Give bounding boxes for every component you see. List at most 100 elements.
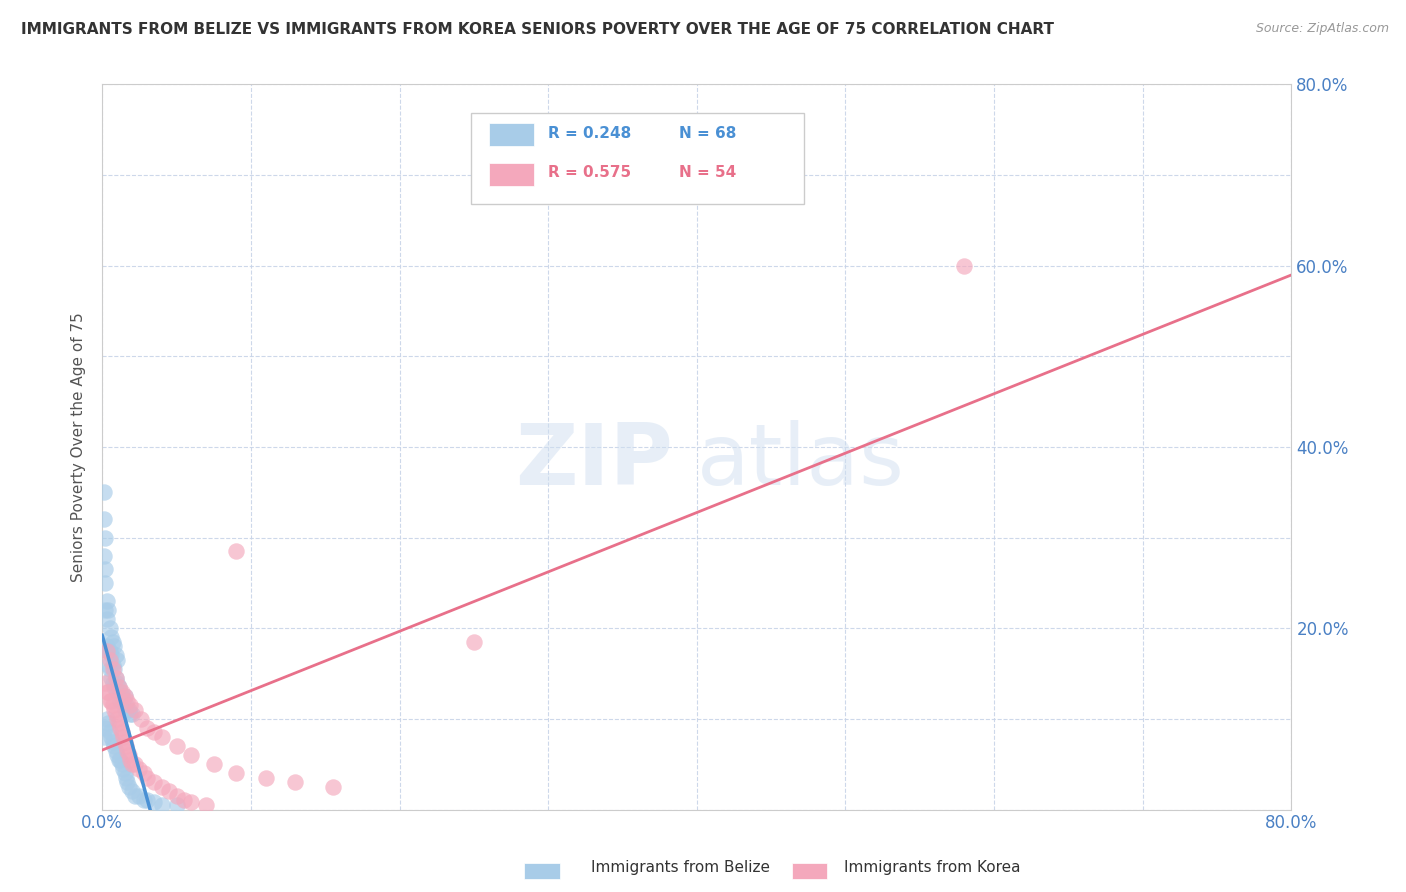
Point [143,795,166,809]
Point [93,549,115,563]
Point [105,712,128,726]
Point [254,771,277,785]
Point [98,653,121,667]
Point [105,684,128,698]
Point [104,744,127,758]
Point [94,603,117,617]
Point [97,684,120,698]
Point [114,734,136,748]
Point [114,703,136,717]
Point [94,675,117,690]
Point [104,648,127,663]
Point [100,630,122,644]
Point [96,712,118,726]
Point [96,612,118,626]
Point [98,725,121,739]
Point [108,694,131,708]
Point [93,512,115,526]
FancyBboxPatch shape [471,113,804,204]
Point [284,775,307,789]
Point [953,259,976,273]
Text: Source: ZipAtlas.com: Source: ZipAtlas.com [1256,22,1389,36]
Point [101,635,124,649]
Point [108,753,131,767]
Point [135,771,157,785]
Point [110,725,132,739]
Point [120,707,142,722]
Point [104,671,127,685]
Point [103,703,125,717]
Point [225,544,247,558]
Point [107,716,129,731]
Point [105,653,128,667]
Point [97,716,120,731]
Point [98,621,121,635]
Point [96,644,118,658]
Point [103,739,125,753]
Text: atlas: atlas [697,420,905,503]
Point [100,671,122,685]
Point [128,789,150,803]
Point [94,531,117,545]
Point [108,721,131,735]
Point [143,775,166,789]
Point [110,757,132,772]
Point [173,793,195,807]
Point [135,721,157,735]
Point [100,694,122,708]
Point [97,644,120,658]
Point [180,795,202,809]
Point [94,721,117,735]
Point [97,657,120,672]
FancyBboxPatch shape [489,162,534,186]
Text: R = 0.575: R = 0.575 [548,165,631,180]
Point [111,694,134,708]
Text: N = 54: N = 54 [679,165,737,180]
Point [101,675,124,690]
Point [104,671,127,685]
Point [114,690,136,704]
Point [124,757,146,772]
Y-axis label: Seniors Poverty Over the Age of 75: Seniors Poverty Over the Age of 75 [72,312,86,582]
Point [100,648,122,663]
Point [107,753,129,767]
Point [225,766,247,780]
Point [107,680,129,694]
Point [115,698,138,713]
Point [322,780,344,794]
Point [121,707,143,722]
Point [114,690,136,704]
Text: R = 0.248: R = 0.248 [548,126,631,141]
Point [111,762,134,776]
Point [120,753,142,767]
Point [117,775,139,789]
Point [93,730,115,744]
Text: N = 68: N = 68 [679,126,737,141]
Point [117,703,139,717]
Point [463,635,485,649]
Point [96,594,118,608]
Point [105,748,128,763]
Text: Immigrants from Korea: Immigrants from Korea [844,861,1021,875]
Point [150,730,173,744]
Point [110,684,132,698]
Point [94,562,117,576]
Point [166,789,188,803]
Point [166,739,188,753]
Point [118,780,141,794]
Point [98,662,121,676]
Point [98,644,121,658]
Point [101,734,124,748]
Point [150,797,173,812]
Point [128,762,150,776]
Point [117,694,139,708]
Point [132,793,155,807]
Point [115,739,138,753]
Point [93,485,115,500]
Point [114,766,136,780]
Point [143,725,166,739]
Point [157,784,180,798]
Point [129,712,152,726]
Point [107,680,129,694]
Point [100,730,122,744]
